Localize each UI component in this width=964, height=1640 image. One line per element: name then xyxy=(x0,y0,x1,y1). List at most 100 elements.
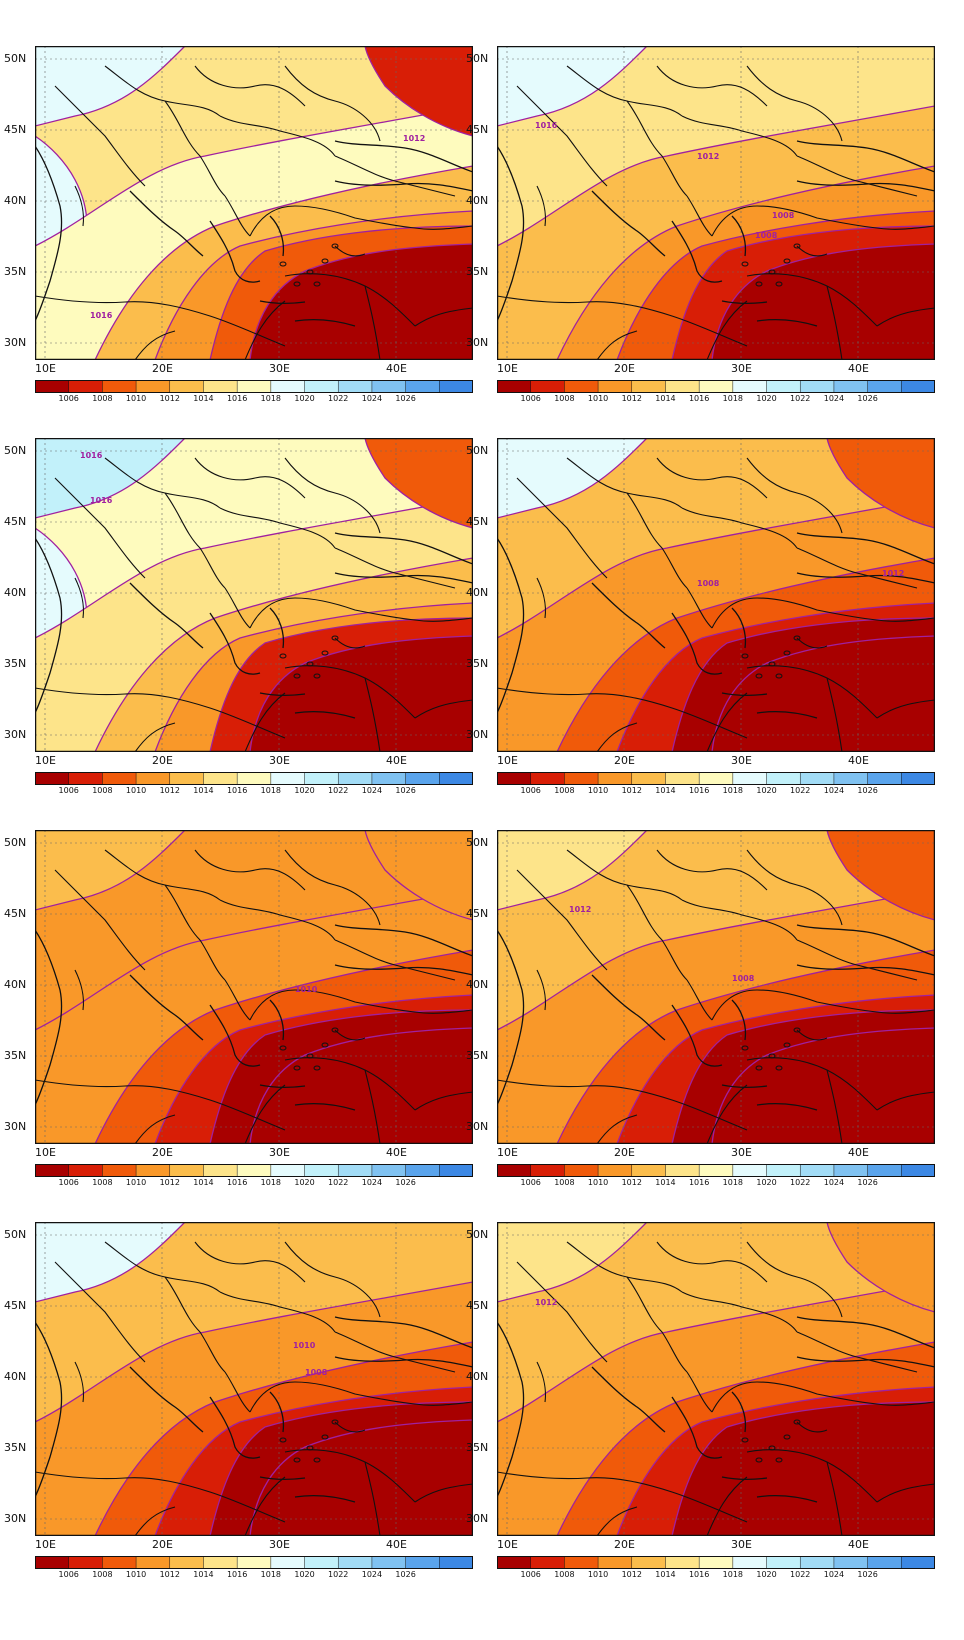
colorbar-tick-label: 1006 xyxy=(58,394,79,403)
island xyxy=(783,650,791,656)
pressure-band xyxy=(250,1420,473,1536)
isobar-line xyxy=(249,243,473,360)
coastline xyxy=(269,607,285,649)
country-border xyxy=(244,1476,286,1536)
country-border xyxy=(244,300,286,360)
colorbar-swatch xyxy=(766,380,801,393)
coastline xyxy=(756,319,818,327)
pressure-band xyxy=(497,1222,647,1302)
coastline xyxy=(334,924,473,957)
colorbar-swatch xyxy=(304,772,339,785)
colorbar-swatch xyxy=(867,1164,902,1177)
colorbar-tick-label: 1010 xyxy=(587,1570,609,1579)
latitude-label: 35N xyxy=(4,1049,27,1062)
colorbar-tick-label: 1006 xyxy=(520,394,541,403)
country-border xyxy=(826,1069,843,1144)
island xyxy=(793,243,801,249)
colorbar-swatch xyxy=(203,380,238,393)
colorbar-swatch xyxy=(237,1164,272,1177)
country-border xyxy=(826,1461,843,1536)
isobar-line xyxy=(209,617,473,752)
coastline xyxy=(269,1391,285,1433)
map-frame xyxy=(497,830,935,1144)
isobar-line xyxy=(497,438,648,519)
coastline xyxy=(796,532,935,565)
country-border xyxy=(796,1421,828,1433)
colorbar-swatch xyxy=(304,1556,339,1569)
country-border xyxy=(596,1506,638,1536)
coastline xyxy=(334,1356,473,1368)
colorbar-swatch xyxy=(439,1556,473,1569)
map-panel: 1010 1008 50N 45N 40N 35N 30N 10E 20E 30E 40E 1006 1… xyxy=(0,1176,482,1586)
island xyxy=(331,1027,339,1033)
isobar-line xyxy=(209,225,473,360)
colorbar-swatch xyxy=(665,380,700,393)
map-frame xyxy=(35,46,473,360)
colorbar-tick-label: 1012 xyxy=(159,1178,180,1187)
island xyxy=(321,258,329,264)
colorbar-tick-label: 1020 xyxy=(294,1178,315,1187)
country-border xyxy=(414,1091,473,1111)
country-border xyxy=(536,185,546,227)
isobar-line xyxy=(209,1401,473,1536)
colorbar-frame xyxy=(497,1164,935,1177)
country-border xyxy=(876,307,935,327)
country-border xyxy=(876,1091,935,1111)
latitude-label: 40N xyxy=(4,194,27,207)
coastline xyxy=(721,1084,768,1089)
isobar-line xyxy=(35,889,473,1144)
island xyxy=(793,1419,801,1425)
country-border xyxy=(566,849,683,901)
country-border xyxy=(796,155,918,197)
coastline xyxy=(796,572,935,584)
map-panel: 1016 1016 50N 45N 40N 35N 30N 10E 20E 30E 40E 1006 1… xyxy=(0,392,482,802)
coastline xyxy=(129,190,204,257)
colorbar xyxy=(497,1164,935,1177)
colorbar-swatch xyxy=(371,1556,407,1569)
colorbar-swatch xyxy=(270,772,306,785)
colorbar-swatch xyxy=(766,772,801,785)
country-border xyxy=(219,899,336,941)
pressure-map: 1012 1008 xyxy=(497,830,935,1144)
country-border xyxy=(224,979,251,1021)
pressure-band xyxy=(497,438,647,518)
pressure-map: 1012 1008 xyxy=(497,438,935,752)
pressure-map: 1012 xyxy=(497,1222,935,1536)
colorbar-frame xyxy=(35,772,473,785)
colorbar-tick-label: 1014 xyxy=(193,1178,214,1187)
longitude-label: 20E xyxy=(152,362,173,375)
country-border xyxy=(284,1241,381,1318)
isobar-line xyxy=(209,1009,473,1144)
isobar-line xyxy=(35,438,186,519)
pressure-band xyxy=(365,46,473,136)
country-border xyxy=(334,1029,366,1041)
colorbar-swatch xyxy=(68,380,103,393)
country-border xyxy=(711,989,935,1021)
colorbar xyxy=(35,772,473,785)
country-border xyxy=(686,195,713,237)
colorbar-tick-label: 1006 xyxy=(58,1178,79,1187)
longitude-label: 30E xyxy=(731,1538,752,1551)
colorbar-swatch xyxy=(102,380,137,393)
colorbar-tick-label: 1012 xyxy=(621,786,642,795)
coastline xyxy=(294,319,356,327)
colorbar-labels: 1006 1008 1010 1012 1014 1016 1018 1020 1022 1024… xyxy=(497,785,935,797)
isobar-line xyxy=(364,830,473,921)
island xyxy=(321,1434,329,1440)
colorbar-tick-label: 1016 xyxy=(226,786,248,795)
country-border xyxy=(134,1114,176,1144)
coastline xyxy=(796,140,935,173)
colorbar-swatch xyxy=(169,772,204,785)
isobar-line xyxy=(826,1222,935,1313)
isobar-line xyxy=(671,1009,935,1144)
longitude-label: 10E xyxy=(35,1538,56,1551)
isobar-line xyxy=(616,602,935,752)
longitude-label: 20E xyxy=(152,1146,173,1159)
country-border xyxy=(681,1291,798,1333)
island xyxy=(293,281,301,287)
country-border xyxy=(414,699,473,719)
colorbar-tick-label: 1010 xyxy=(587,394,609,403)
coastline xyxy=(671,1396,723,1459)
country-border xyxy=(164,100,226,197)
